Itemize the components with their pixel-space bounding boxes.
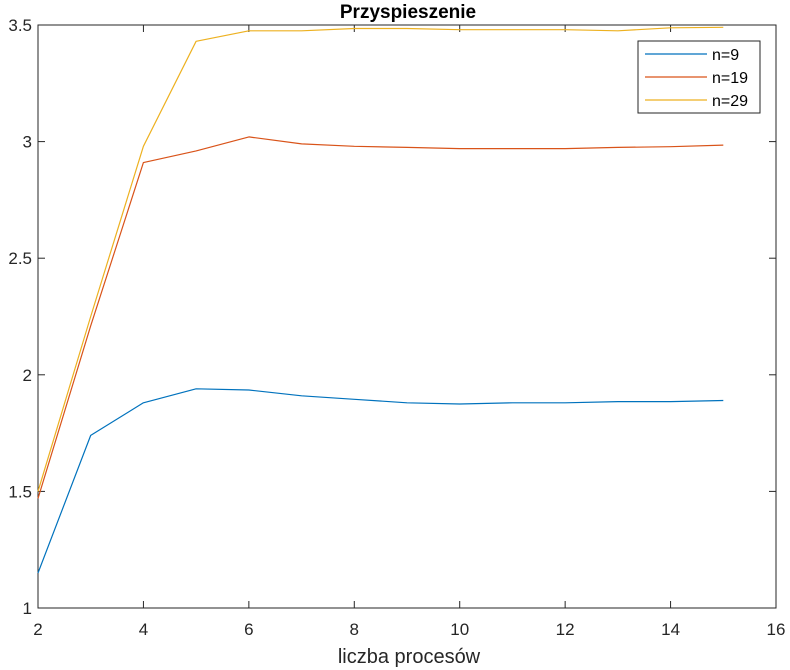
legend-label: n=9 — [712, 47, 739, 64]
plot-frame — [37, 24, 777, 609]
x-tick-label: 2 — [33, 620, 42, 639]
y-tick-label: 2.5 — [8, 249, 32, 268]
x-tick-label: 6 — [244, 620, 253, 639]
x-axis-label: liczba procesów — [338, 646, 481, 668]
x-tick-label: 8 — [350, 620, 359, 639]
series-line-n-19 — [37, 136, 724, 499]
chart-title: Przyspieszenie — [340, 2, 476, 23]
legend-label: n=19 — [712, 70, 748, 87]
series-lines — [37, 26, 724, 574]
y-tick-label: 1.5 — [8, 482, 32, 501]
series-line-n-29 — [37, 26, 724, 492]
y-tick-label: 2 — [23, 366, 32, 385]
x-tick-label: 10 — [450, 620, 469, 639]
axis-ticks: 2 4 6 8 10 12 14 16 1 1.5 2 2.5 3 3.5 — [8, 16, 785, 639]
x-tick-label: 4 — [139, 620, 148, 639]
y-tick-label: 1 — [23, 599, 32, 618]
plot-area — [37, 24, 777, 609]
x-tick-label: 12 — [556, 620, 575, 639]
y-tick-label: 3 — [23, 133, 32, 152]
series-line-n-9 — [37, 388, 724, 574]
legend-label: n=29 — [712, 93, 748, 110]
x-tick-label: 14 — [661, 620, 680, 639]
x-tick-label: 16 — [767, 620, 786, 639]
y-tick-label: 3.5 — [8, 16, 32, 35]
legend: n=9 n=19 n=29 — [637, 40, 761, 114]
